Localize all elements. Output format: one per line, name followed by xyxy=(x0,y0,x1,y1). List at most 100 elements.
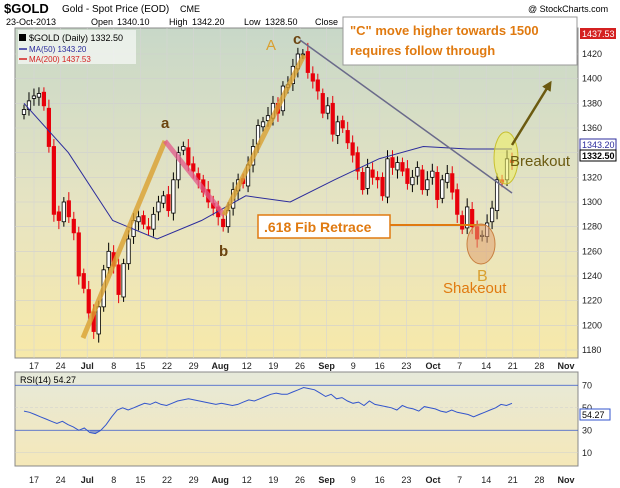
x-tick-label: 9 xyxy=(351,361,356,371)
exchange-label: CME xyxy=(180,4,200,14)
ma200-value-box xyxy=(580,28,616,39)
ma50-value-label: 1343.20 xyxy=(582,140,615,150)
label-a-small: a xyxy=(161,115,170,132)
price-panel: 1180120012201240126012801300132013401360… xyxy=(14,27,602,359)
low-value: 1328.50 xyxy=(265,17,298,27)
candle-body xyxy=(186,147,191,166)
x-tick-label: 19 xyxy=(268,361,278,371)
label-A: A xyxy=(266,37,276,54)
symbol-title: $GOLD xyxy=(4,1,49,16)
close-label: Close xyxy=(315,17,338,27)
rsi-x-tick-label: Oct xyxy=(425,475,440,485)
x-tick-label: Oct xyxy=(425,361,440,371)
legend-price: $GOLD (Daily) 1332.50 xyxy=(29,33,123,43)
candle-body xyxy=(260,121,266,128)
candle-body xyxy=(121,263,126,298)
callout-line2: requires follow through xyxy=(350,43,495,58)
candle-body xyxy=(435,171,440,200)
candle-body xyxy=(161,195,166,204)
candle-body xyxy=(395,162,400,171)
candle-body xyxy=(385,158,390,198)
shakeout-ellipse xyxy=(466,223,496,265)
candle-body xyxy=(31,95,37,99)
ma50-line xyxy=(23,102,512,240)
rsi-tick-label: 10 xyxy=(582,448,592,458)
rsi-x-tick-label: Nov xyxy=(557,475,574,485)
rsi-x-tick-label: 21 xyxy=(508,475,518,485)
y-tick-label: 1260 xyxy=(582,246,602,256)
candle-body xyxy=(400,162,405,172)
rsi-oversold-fill xyxy=(89,430,101,434)
candle-body xyxy=(355,152,360,172)
x-tick-label: 23 xyxy=(401,361,411,371)
rsi-x-tick-label: 24 xyxy=(56,475,66,485)
candle-body xyxy=(191,163,196,172)
x-tick-label: Aug xyxy=(211,361,229,371)
y-tick-label: 1320 xyxy=(582,172,602,182)
candle-body xyxy=(151,213,156,230)
candle-body xyxy=(494,179,500,212)
candle-body xyxy=(470,208,475,228)
candle-body xyxy=(21,109,27,115)
y-tick-label: 1240 xyxy=(582,271,602,281)
x-tick-label: 8 xyxy=(111,361,116,371)
callout-line1: "C" move higher towards 1500 xyxy=(350,23,539,38)
y-tick-label: 1220 xyxy=(582,296,602,306)
candle-body xyxy=(315,79,320,92)
candle-body xyxy=(370,169,375,178)
trend-arrow xyxy=(510,80,552,146)
candle-body xyxy=(51,146,56,215)
rsi-value-label: 54.27 xyxy=(582,410,605,420)
rsi-x-tick-label: 19 xyxy=(268,475,278,485)
rsi-x-tick-label: 23 xyxy=(401,475,411,485)
rsi-y-axis: 10 30 50 70 xyxy=(582,380,592,458)
close-value-label: 1332.50 xyxy=(582,151,615,161)
legend-ma50: MA(50) 1343.20 xyxy=(29,45,87,54)
candle-body xyxy=(86,289,91,314)
candle-body xyxy=(390,157,395,168)
open-label: Open xyxy=(91,17,113,27)
x-tick-label: 26 xyxy=(295,361,305,371)
candle-body xyxy=(325,105,330,114)
open-value: 1340.10 xyxy=(117,17,150,27)
candle-body xyxy=(76,232,81,277)
price-y-axis: 1180120012201240126012801300132013401360… xyxy=(582,49,602,355)
rsi-x-tick-label: 17 xyxy=(29,475,39,485)
x-tick-label: Sep xyxy=(318,361,335,371)
candle-body xyxy=(405,168,410,184)
candle-body xyxy=(136,216,141,223)
ma200-value-label: 1437.53 xyxy=(582,29,615,39)
price-x-axis: 17 24 Jul 8 15 22 29 Aug 12 19 26 Sep 9 16 23 Oct 7 14 21 2… xyxy=(29,361,575,371)
x-tick-label: 22 xyxy=(162,361,172,371)
x-tick-label: 29 xyxy=(189,361,199,371)
wave-a-line xyxy=(80,140,168,339)
x-tick-label: 17 xyxy=(29,361,39,371)
candle-body xyxy=(380,176,385,197)
x-tick-label: 21 xyxy=(508,361,518,371)
x-tick-label: 14 xyxy=(481,361,491,371)
rsi-x-tick-label: 14 xyxy=(481,475,491,485)
candle-body xyxy=(221,218,226,228)
candle-body xyxy=(375,176,380,181)
candle-body xyxy=(415,167,420,177)
candle-body xyxy=(445,173,450,183)
candle-body xyxy=(146,226,151,230)
candle-body xyxy=(156,201,161,213)
rsi-x-tick-label: 28 xyxy=(534,475,544,485)
candle-body xyxy=(450,173,455,193)
rsi-value-box xyxy=(579,408,611,421)
candle-body xyxy=(465,206,470,229)
candlesticks xyxy=(21,42,515,343)
x-tick-label: 12 xyxy=(242,361,252,371)
candle-body xyxy=(365,167,370,189)
candle-body xyxy=(166,194,171,212)
shakeout-label: Shakeout xyxy=(443,280,507,297)
y-tick-label: 1400 xyxy=(582,74,602,84)
close-value-box xyxy=(579,149,617,162)
rsi-x-tick-label: 8 xyxy=(111,475,116,485)
candle-body xyxy=(141,215,146,225)
rsi-tick-label: 70 xyxy=(582,380,592,390)
candle-body xyxy=(330,102,335,135)
label-B: B xyxy=(477,268,488,285)
rsi-x-tick-label: Aug xyxy=(211,475,229,485)
